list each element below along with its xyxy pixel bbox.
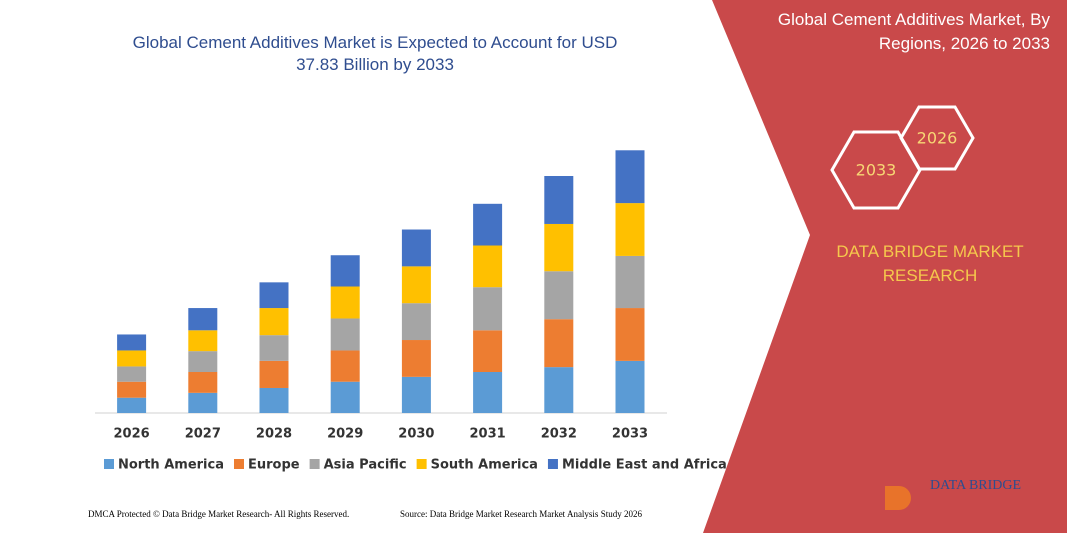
bar-segment bbox=[401, 340, 431, 377]
bar-segment bbox=[615, 308, 645, 361]
x-tick-label: 2033 bbox=[612, 427, 648, 442]
bar-segment bbox=[188, 371, 218, 393]
bar-segment bbox=[401, 376, 431, 413]
footer-left: DMCA Protected © Data Bridge Market Rese… bbox=[88, 509, 349, 519]
bar-segment bbox=[330, 286, 360, 319]
panel-title: Global Cement Additives Market, By Regio… bbox=[777, 10, 1050, 53]
bar-segment bbox=[473, 330, 503, 372]
bar-segment bbox=[259, 335, 289, 361]
bar-segment bbox=[544, 176, 574, 224]
hexagon bbox=[899, 105, 975, 171]
bar-segment bbox=[473, 371, 503, 413]
logo-icon bbox=[885, 470, 911, 510]
legend-label: South America bbox=[431, 458, 538, 473]
x-tick-label: 2026 bbox=[114, 427, 150, 442]
brand-box: DATA BRIDGE MARKET RESEARCH bbox=[836, 242, 1024, 285]
bar-segment bbox=[473, 245, 503, 288]
bar-segment bbox=[117, 397, 147, 413]
x-tick-label: 2029 bbox=[327, 427, 363, 442]
bar-segment bbox=[188, 351, 218, 372]
bar-segment bbox=[544, 223, 574, 272]
bar-segment bbox=[473, 203, 503, 246]
bar-segment bbox=[330, 255, 360, 287]
x-tick-label: 2032 bbox=[541, 427, 577, 442]
bar-segment bbox=[330, 318, 360, 351]
bar-segment bbox=[544, 319, 574, 368]
legend-label: Middle East and Africa bbox=[562, 458, 727, 473]
chart-title: Global Cement Additives Market is Expect… bbox=[132, 33, 618, 74]
bar-segment bbox=[259, 282, 289, 309]
bar-segment bbox=[544, 367, 574, 413]
legend-label: Asia Pacific bbox=[324, 458, 407, 473]
bar-segment bbox=[615, 150, 645, 204]
brand: DATA BRIDGE MARKET RESEARCH bbox=[836, 242, 1024, 285]
bar-segment bbox=[259, 360, 289, 388]
bar-segment bbox=[117, 350, 147, 367]
bar-segment bbox=[117, 334, 147, 351]
x-tick-label: 2031 bbox=[470, 427, 506, 442]
bar-segment bbox=[401, 303, 431, 341]
legend-swatch bbox=[104, 459, 114, 469]
panel-title-box: Global Cement Additives Market, By Regio… bbox=[777, 10, 1050, 53]
bar-segment bbox=[615, 203, 645, 256]
red-panel bbox=[703, 0, 1067, 533]
bar-segment bbox=[188, 392, 218, 413]
bar-segment bbox=[473, 287, 503, 331]
legend-label: Europe bbox=[248, 458, 300, 473]
bar-segment bbox=[259, 387, 289, 413]
bar-segment bbox=[117, 366, 147, 382]
bar-segment bbox=[259, 308, 289, 336]
legend-swatch bbox=[234, 459, 244, 469]
bar-segment bbox=[117, 381, 147, 398]
title-box: Global Cement Additives Market is Expect… bbox=[132, 33, 618, 74]
bar-segment bbox=[401, 229, 431, 267]
bar-segment bbox=[188, 330, 218, 352]
footer-right: Source: Data Bridge Market Research Mark… bbox=[400, 509, 642, 519]
legend-label: North America bbox=[118, 458, 224, 473]
bar-segment bbox=[330, 350, 360, 382]
x-tick-label: 2027 bbox=[185, 427, 221, 442]
x-tick-label: 2030 bbox=[398, 427, 434, 442]
bar-segment bbox=[615, 255, 645, 309]
legend-swatch bbox=[416, 459, 427, 469]
hex-label: 2033 bbox=[856, 161, 897, 180]
bar-segment bbox=[188, 308, 218, 331]
bar-segment bbox=[544, 271, 574, 320]
legend-swatch bbox=[547, 459, 558, 469]
hex-label: 2026 bbox=[917, 129, 958, 148]
legend-swatch bbox=[309, 459, 320, 469]
x-tick-label: 2028 bbox=[256, 427, 292, 442]
bar-segment bbox=[330, 381, 360, 413]
bar-segment bbox=[615, 360, 645, 413]
bar-segment bbox=[401, 266, 431, 304]
logo-text: DATA BRIDGE bbox=[930, 478, 1021, 493]
